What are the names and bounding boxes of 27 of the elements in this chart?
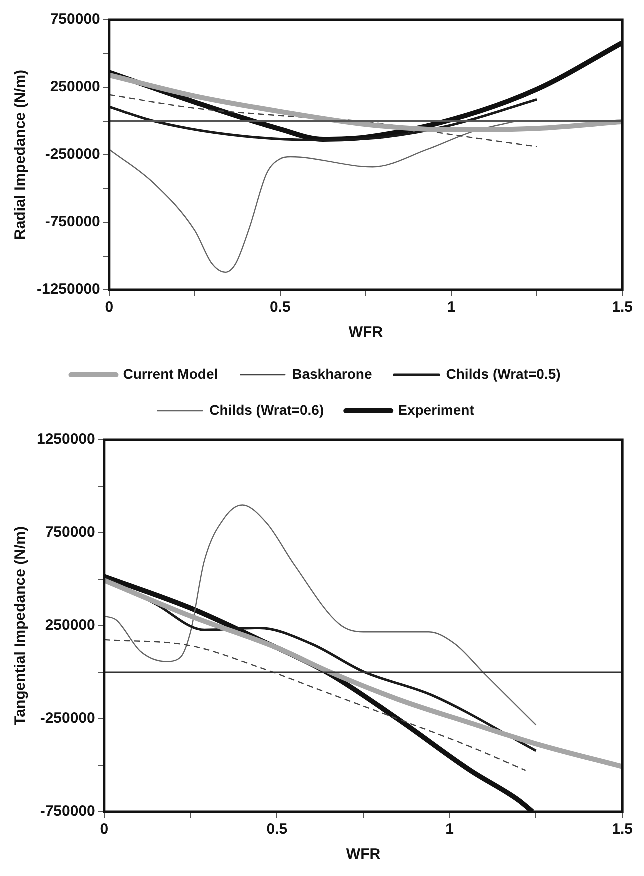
x-tick-label: 1: [447, 299, 456, 316]
y-tick-label: -750000: [45, 214, 100, 231]
x-tick-label: 1.5: [612, 299, 634, 316]
y-tick-label: -1250000: [36, 281, 100, 298]
x-axis-title: WFR: [346, 846, 381, 864]
y-axis-title: Radial Impedance (N/m): [12, 70, 30, 240]
x-tick-label: 0: [100, 821, 109, 838]
y-tick-label: 750000: [50, 11, 100, 28]
x-tick-label: 0.5: [270, 299, 291, 316]
legend-label: Baskharone: [292, 366, 372, 382]
x-tick-label: 1: [446, 821, 454, 838]
legend-label: Childs (Wrat=0.5): [446, 366, 561, 382]
x-tick-label: 0.5: [266, 821, 288, 838]
y-tick-label: 750000: [45, 524, 96, 542]
x-tick-label: 0: [105, 299, 114, 316]
x-tick-label: 1.5: [612, 821, 634, 838]
x-axis-title: WFR: [348, 324, 384, 342]
y-tick-label: 250000: [50, 78, 100, 96]
legend-label: Experiment: [398, 402, 475, 418]
y-tick-label: -250000: [40, 710, 96, 728]
y-tick-label: 250000: [45, 617, 96, 634]
y-tick-label: 1250000: [36, 431, 96, 448]
y-tick-label: -750000: [40, 803, 96, 820]
y-axis-title: Tangential Impedance (N/m): [12, 526, 30, 726]
legend-label: Current Model: [123, 366, 218, 382]
legend-label: Childs (Wrat=0.6): [210, 402, 324, 418]
y-tick-label: -250000: [45, 146, 100, 164]
